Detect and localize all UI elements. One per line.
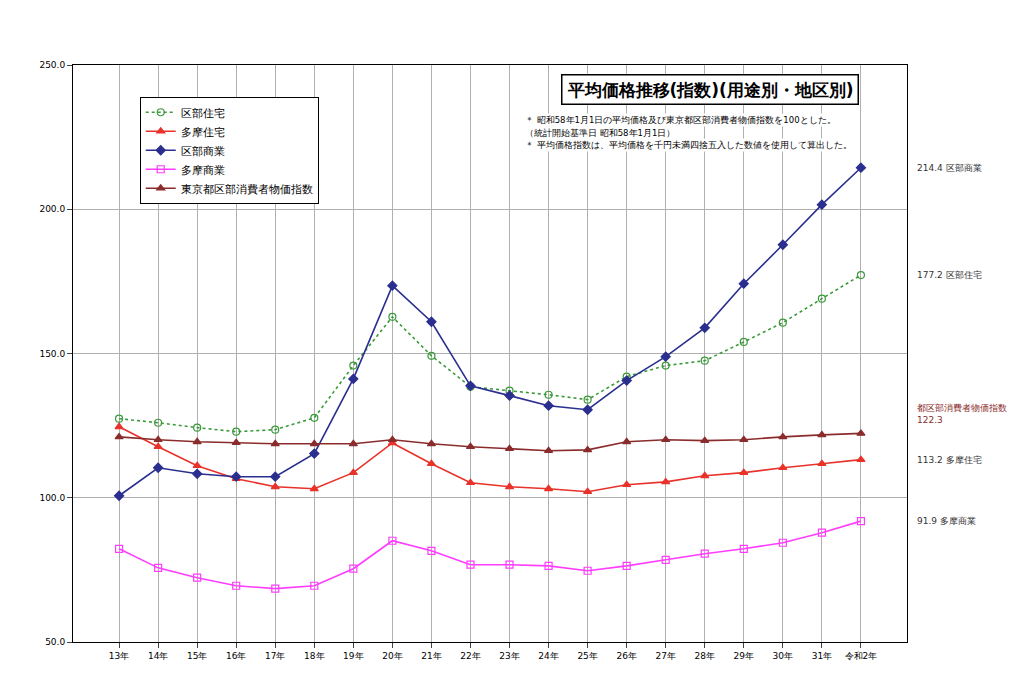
svg-text:東京都区部消費者物価指数: 東京都区部消費者物価指数: [181, 183, 313, 196]
svg-text:30年: 30年: [773, 651, 793, 661]
svg-text:13年: 13年: [109, 651, 129, 661]
svg-text:31年: 31年: [812, 651, 832, 661]
svg-text:17年: 17年: [265, 651, 285, 661]
svg-text:26年: 26年: [616, 651, 636, 661]
svg-text:50.0: 50.0: [45, 637, 65, 647]
svg-text:25年: 25年: [577, 651, 597, 661]
svg-text:区部住宅: 区部住宅: [181, 107, 225, 120]
svg-text:15年: 15年: [187, 651, 207, 661]
svg-text:多摩住宅: 多摩住宅: [181, 126, 225, 139]
svg-text:（統計開始基準日 昭和58年1月1日）: （統計開始基準日 昭和58年1月1日）: [525, 128, 675, 138]
svg-text:100.0: 100.0: [39, 493, 65, 503]
svg-text:多摩商業: 多摩商業: [181, 164, 225, 177]
svg-text:21年: 21年: [421, 651, 441, 661]
svg-text:29年: 29年: [734, 651, 754, 661]
svg-text:200.0: 200.0: [39, 204, 65, 214]
svg-text:91.9 多摩商業: 91.9 多摩商業: [917, 516, 976, 526]
svg-text:214.4 区部商業: 214.4 区部商業: [917, 163, 982, 173]
svg-text:150.0: 150.0: [39, 349, 65, 359]
svg-text:19年: 19年: [343, 651, 363, 661]
svg-text:28年: 28年: [695, 651, 715, 661]
svg-text:＊ 昭和58年1月1日の平均価格及び東京都区部消費者物価指数: ＊ 昭和58年1月1日の平均価格及び東京都区部消費者物価指数を100とした。: [525, 115, 836, 125]
svg-text:令和2年: 令和2年: [845, 651, 878, 661]
svg-text:177.2 区部住宅: 177.2 区部住宅: [917, 270, 982, 280]
svg-text:20年: 20年: [382, 651, 402, 661]
svg-text:14年: 14年: [148, 651, 168, 661]
svg-text:113.2 多摩住宅: 113.2 多摩住宅: [917, 455, 982, 465]
svg-text:都区部消費者物価指数122.3: 都区部消費者物価指数122.3: [917, 403, 1007, 425]
svg-text:平均価格推移(指数)(用途別・地区別): 平均価格推移(指数)(用途別・地区別): [567, 80, 854, 100]
svg-text:＊ 平均価格指数は、平均価格を千円未満四捨五入した数値を使用: ＊ 平均価格指数は、平均価格を千円未満四捨五入した数値を使用して算出した。: [525, 140, 852, 150]
svg-text:区部商業: 区部商業: [181, 145, 225, 158]
svg-text:22年: 22年: [460, 651, 480, 661]
svg-text:27年: 27年: [655, 651, 675, 661]
svg-text:24年: 24年: [538, 651, 558, 661]
svg-text:23年: 23年: [499, 651, 519, 661]
svg-text:18年: 18年: [304, 651, 324, 661]
svg-text:16年: 16年: [226, 651, 246, 661]
svg-text:250.0: 250.0: [39, 60, 65, 70]
